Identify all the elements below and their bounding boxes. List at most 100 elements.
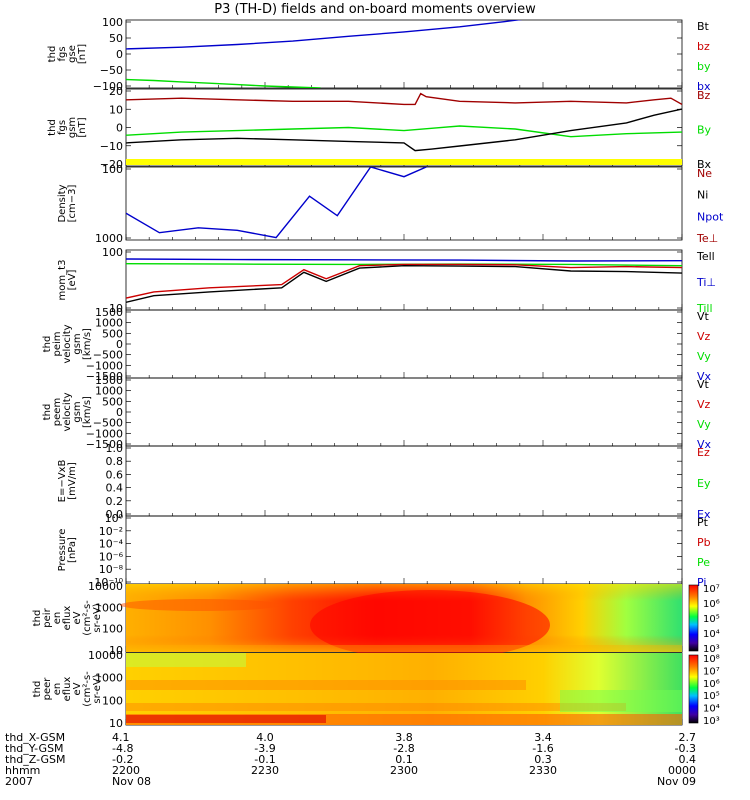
- legend-entry: Ez: [697, 446, 710, 459]
- y-tick-label: 50: [109, 32, 123, 45]
- time-tick-label: 2330: [529, 764, 557, 777]
- y-tick-label: −50: [100, 64, 123, 77]
- series-Tell: [126, 264, 682, 303]
- y-tick-label: 1500: [95, 306, 123, 319]
- time-tick-label: 3.4: [534, 731, 552, 744]
- y-tick-label: 1500: [95, 374, 123, 387]
- peir-spectrogram: [120, 584, 682, 660]
- colorbar-label: 10³: [703, 716, 720, 727]
- time-tick-label: 4.0: [256, 731, 274, 744]
- y-tick-label: 100: [102, 246, 123, 259]
- y-axis-label: sr-eV): [92, 674, 103, 703]
- legend-entry: Vy: [697, 350, 711, 363]
- y-axis-label: (cm²-s-: [82, 671, 93, 707]
- y-tick-label: 1000: [95, 232, 123, 245]
- y-tick-label: 500: [102, 395, 123, 408]
- y-tick-label: −1000: [86, 359, 123, 372]
- legend-entry: Pi: [697, 576, 706, 589]
- y-tick-label: 10⁻²: [99, 525, 123, 538]
- y-axis-label: mom_t3: [57, 260, 68, 301]
- y-tick-label: 10⁻¹⁰: [94, 576, 123, 589]
- time-tick-label: Nov 09: [657, 775, 696, 788]
- legend-entry: Vx: [697, 438, 712, 451]
- legend-entry: Pb: [697, 536, 711, 549]
- y-axis-label: [cm−3]: [67, 185, 78, 223]
- y-tick-label: 1.0: [106, 442, 124, 455]
- y-axis-label: [nT]: [77, 44, 88, 64]
- y-axis-label: thd: [47, 46, 58, 63]
- y-axis-label: eV: [72, 611, 83, 624]
- panel-efield: 1.00.80.60.40.20.0 E=−VxB [mV/m] Ez Ey Ex: [57, 442, 711, 521]
- time-tick-label: 2200: [112, 764, 140, 777]
- time-axis-row-label: thd_Z-GSM: [5, 753, 65, 766]
- y-tick-label: 0: [116, 122, 123, 135]
- y-axis-label: velocity: [62, 392, 73, 431]
- legend-entry: Bx: [697, 158, 712, 171]
- y-axis-label: peir: [42, 607, 53, 627]
- y-tick-label: −500: [93, 417, 123, 430]
- time-tick-label: -1.6: [532, 742, 553, 755]
- panel-frame: [125, 515, 683, 585]
- colorbar-label: 10⁸: [703, 654, 720, 665]
- y-tick-label: 1000: [95, 385, 123, 398]
- y-axis-label: fgs: [57, 120, 68, 135]
- time-tick-label: -0.1: [254, 753, 275, 766]
- y-tick-label: 20: [109, 85, 123, 98]
- y-tick-label: −10: [100, 140, 123, 153]
- y-axis-label: [km/s]: [82, 328, 93, 360]
- legend-entry: Ey: [697, 477, 711, 490]
- peer-colorbar: [688, 654, 699, 724]
- y-tick-label: 10: [109, 302, 123, 315]
- y-tick-label: 100: [102, 16, 123, 29]
- colorbar-label: 10⁵: [703, 691, 720, 702]
- y-axis-label: thd: [47, 119, 58, 136]
- panel-frame: [125, 445, 683, 517]
- time-tick-label: -0.2: [112, 753, 133, 766]
- panel-frame: [125, 377, 683, 447]
- legend-entry: Npot: [697, 210, 724, 223]
- y-axis-label: eflux: [62, 606, 73, 631]
- time-tick-label: 0.4: [679, 753, 697, 766]
- time-tick-label: 0000: [668, 764, 696, 777]
- y-axis-label: E=−VxB: [57, 460, 68, 503]
- y-axis-label: Density: [57, 184, 68, 222]
- y-axis-label: gse: [67, 45, 78, 63]
- time-axis-row-label: thd_X-GSM: [5, 731, 65, 744]
- y-tick-label: 0: [116, 338, 123, 351]
- legend-entry: Te⊥: [696, 232, 718, 245]
- legend-entry: Vz: [697, 398, 711, 411]
- y-tick-label: 0: [116, 406, 123, 419]
- y-axis-label: (cm²-s-: [82, 600, 93, 636]
- series-Npot: [126, 167, 428, 239]
- y-axis-label: gsm: [72, 401, 83, 422]
- legend-entry: Ex: [697, 508, 711, 521]
- colorbar-label: 10⁶: [703, 599, 720, 610]
- y-tick-label: 100: [102, 623, 123, 636]
- y-tick-label: 1000: [95, 317, 123, 330]
- y-axis-label: sr-eV): [92, 603, 103, 632]
- colorbar-label: 10³: [703, 644, 720, 655]
- y-tick-label: 0: [116, 48, 123, 61]
- colorbar-label: 10⁷: [703, 666, 720, 677]
- time-tick-label: 2230: [251, 764, 279, 777]
- y-tick-label: −100: [93, 80, 123, 93]
- legend-entry: Bz: [697, 89, 711, 102]
- legend-entry: Tell: [696, 250, 715, 263]
- time-axis-row-label: thd_Y-GSM: [5, 742, 64, 755]
- y-tick-label: 100: [102, 694, 123, 707]
- panel-frame: [125, 88, 683, 167]
- y-axis-label: fgs: [57, 46, 68, 61]
- y-tick-label: 10: [109, 644, 123, 657]
- y-axis-label: gsm: [72, 333, 83, 354]
- series-By: [126, 125, 682, 138]
- legend-entry: Vx: [697, 370, 712, 383]
- panel-fgs_gse: 100 50 0 −50 −100 thd fgs gse [nT] Bt bz by bx: [47, 16, 711, 93]
- y-tick-label: 10000: [88, 649, 123, 662]
- colorbar-label: 10⁷: [703, 584, 720, 595]
- legend-entry: By: [697, 124, 712, 137]
- legend-entry: by: [697, 60, 711, 73]
